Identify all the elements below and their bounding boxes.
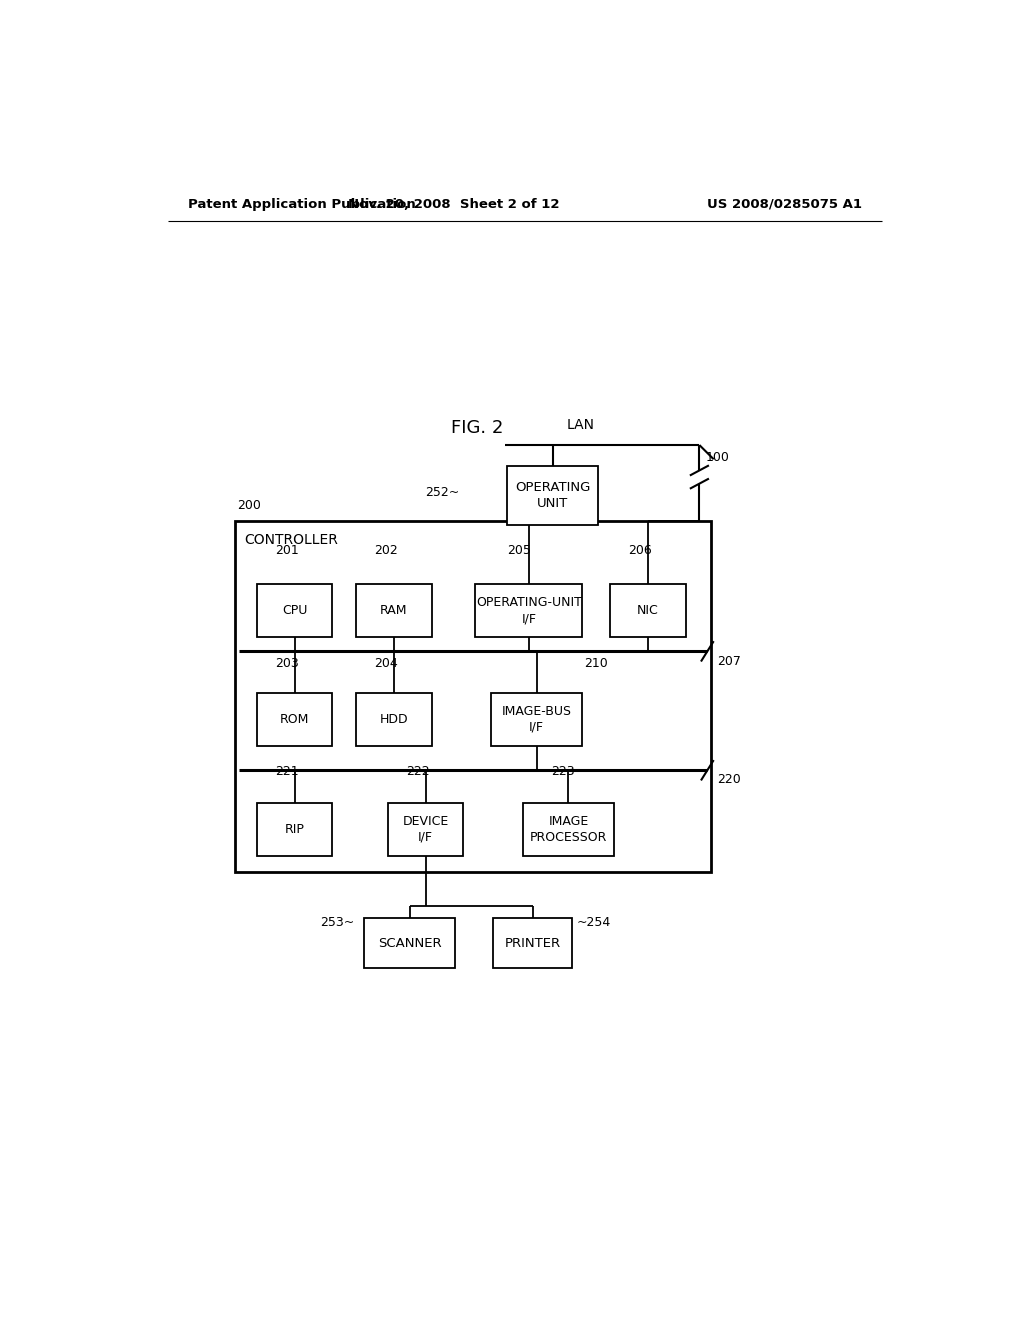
Bar <box>494 917 572 969</box>
Text: LAN: LAN <box>566 418 594 432</box>
Text: 210: 210 <box>585 656 608 669</box>
Text: IMAGE
PROCESSOR: IMAGE PROCESSOR <box>529 814 607 843</box>
Bar <box>356 585 431 638</box>
Text: OPERATING-UNIT
I/F: OPERATING-UNIT I/F <box>476 597 582 626</box>
Text: PRINTER: PRINTER <box>505 937 561 949</box>
Bar <box>365 917 456 969</box>
Text: 204: 204 <box>374 656 397 669</box>
Text: RIP: RIP <box>285 822 304 836</box>
Text: 202: 202 <box>374 544 397 557</box>
Text: 100: 100 <box>706 450 730 463</box>
Bar <box>257 585 333 638</box>
Text: 222: 222 <box>406 766 429 779</box>
Text: NIC: NIC <box>637 605 658 618</box>
Text: 206: 206 <box>628 544 651 557</box>
Text: OPERATING
UNIT: OPERATING UNIT <box>515 482 590 511</box>
Text: 207: 207 <box>717 655 740 668</box>
Text: DEVICE
I/F: DEVICE I/F <box>402 814 449 843</box>
Bar <box>492 693 583 746</box>
Bar <box>475 585 583 638</box>
Text: 200: 200 <box>238 499 261 512</box>
Bar <box>523 803 614 855</box>
Text: 253~: 253~ <box>319 916 354 929</box>
Bar <box>356 693 431 746</box>
Text: 201: 201 <box>274 544 299 557</box>
Text: ~254: ~254 <box>577 916 610 929</box>
Text: CONTROLLER: CONTROLLER <box>245 533 339 548</box>
Text: FIG. 2: FIG. 2 <box>451 418 504 437</box>
Text: 220: 220 <box>717 774 740 785</box>
Text: US 2008/0285075 A1: US 2008/0285075 A1 <box>708 198 862 211</box>
Text: HDD: HDD <box>380 713 409 726</box>
Bar <box>257 693 333 746</box>
Text: SCANNER: SCANNER <box>378 937 441 949</box>
Text: 252~: 252~ <box>426 486 460 499</box>
Text: 205: 205 <box>507 544 531 557</box>
Bar <box>388 803 463 855</box>
Text: 221: 221 <box>274 766 299 779</box>
Text: Patent Application Publication: Patent Application Publication <box>187 198 416 211</box>
Text: 223: 223 <box>551 766 574 779</box>
Bar <box>610 585 685 638</box>
Text: CPU: CPU <box>282 605 307 618</box>
Bar <box>507 466 598 525</box>
Text: IMAGE-BUS
I/F: IMAGE-BUS I/F <box>502 705 571 734</box>
Text: Nov. 20, 2008  Sheet 2 of 12: Nov. 20, 2008 Sheet 2 of 12 <box>347 198 559 211</box>
Text: RAM: RAM <box>380 605 408 618</box>
Text: ROM: ROM <box>280 713 309 726</box>
Bar <box>257 803 333 855</box>
Bar <box>236 521 712 873</box>
Text: 203: 203 <box>274 656 299 669</box>
